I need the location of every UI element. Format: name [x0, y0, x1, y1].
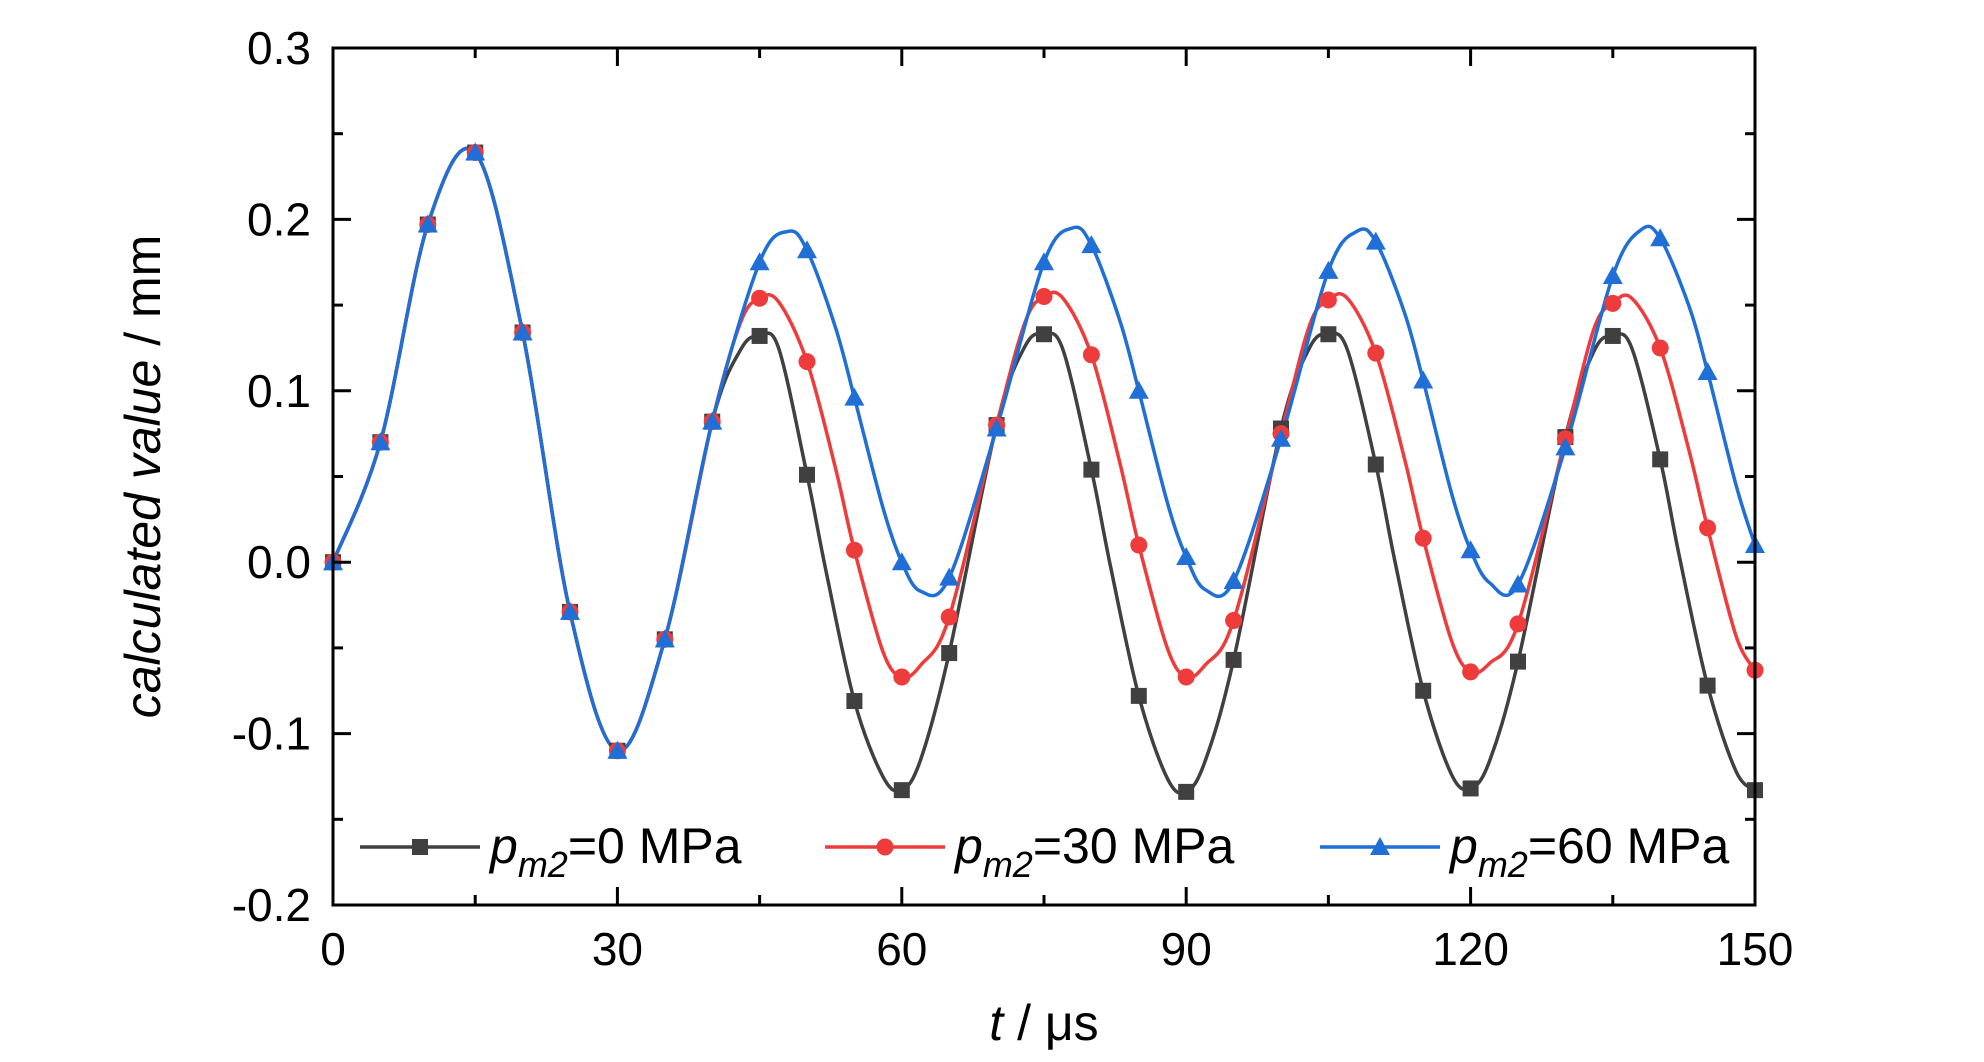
data-point-p-m2-60-mpa: [1223, 571, 1244, 590]
data-point-p-m2-60-mpa: [844, 387, 865, 406]
data-point-p-m2-30-mpa: [1414, 529, 1432, 547]
data-point-p-m2-60-mpa: [512, 322, 533, 341]
data-point-p-m2-0-mpa: [1699, 677, 1716, 694]
data-point-p-m2-60-mpa: [1460, 540, 1481, 559]
data-point-p-m2-60-mpa: [1081, 235, 1102, 254]
data-point-p-m2-60-mpa: [702, 411, 723, 430]
y-tick-label: 0.2: [247, 193, 311, 245]
x-axis-title-unit: / μs: [1003, 995, 1098, 1051]
legend-label-p-m2-60-mpa: pm2=60 MPa: [1448, 818, 1730, 885]
data-point-p-m2-0-mpa: [1225, 651, 1242, 668]
data-point-p-m2-60-mpa: [1128, 380, 1149, 399]
y-tick-label: -0.1: [232, 708, 311, 760]
x-tick-label: 0: [320, 923, 346, 975]
data-point-p-m2-60-mpa: [1413, 370, 1434, 389]
data-point-p-m2-60-mpa: [1176, 547, 1197, 566]
legend-label-p-m2-0-mpa: pm2=0 MPa: [488, 818, 742, 885]
x-tick-label: 150: [1717, 923, 1794, 975]
legend-label-p-m2-30-mpa: pm2=30 MPa: [953, 818, 1235, 885]
data-point-p-m2-60-mpa: [1508, 574, 1528, 593]
y-axis-title-quantity: calculated value: [115, 360, 171, 719]
data-point-p-m2-0-mpa: [1652, 451, 1669, 468]
data-point-p-m2-60-mpa: [1365, 231, 1386, 250]
y-tick-label: -0.2: [232, 879, 311, 931]
data-point-p-m2-30-mpa: [845, 541, 863, 559]
data-point-p-m2-0-mpa: [1462, 780, 1479, 797]
data-point-p-m2-60-mpa: [607, 740, 628, 759]
data-point-p-m2-0-mpa: [941, 645, 958, 662]
x-axis-title-symbol: t: [989, 995, 1005, 1051]
series-line-p-m2-60-mpa: [331, 146, 1757, 753]
legend-marker-p-m2-60-mpa: [1370, 837, 1390, 855]
data-point-p-m2-60-mpa: [654, 629, 675, 648]
data-point-p-m2-0-mpa: [1510, 653, 1526, 670]
legend-marker-p-m2-0-mpa: [412, 839, 428, 855]
data-point-p-m2-0-mpa: [1367, 456, 1384, 473]
legend: pm2=0 MPa pm2=30 MPa pm2=60 MPa: [360, 818, 1730, 885]
data-point-p-m2-30-mpa: [751, 289, 769, 307]
data-point-p-m2-30-mpa: [1082, 346, 1100, 364]
data-point-p-m2-30-mpa: [1604, 294, 1622, 312]
data-point-p-m2-0-mpa: [1130, 687, 1147, 704]
data-point-p-m2-0-mpa: [799, 466, 815, 483]
x-tick-label: 120: [1432, 923, 1509, 975]
x-axis-title: t / μs: [989, 995, 1098, 1051]
data-point-p-m2-60-mpa: [797, 240, 817, 259]
data-point-p-m2-30-mpa: [1319, 291, 1337, 309]
data-point-p-m2-30-mpa: [1035, 288, 1053, 306]
y-axis-title-unit: / mm: [115, 235, 171, 360]
y-tick-label: 0.0: [247, 536, 311, 588]
data-point-p-m2-30-mpa: [798, 353, 816, 371]
data-point-p-m2-30-mpa: [1651, 339, 1669, 357]
legend-marker-p-m2-30-mpa: [876, 838, 894, 856]
series-line-p-m2-30-mpa: [331, 146, 1757, 753]
data-point-p-m2-0-mpa: [1178, 783, 1195, 800]
x-tick-label: 90: [1161, 923, 1212, 975]
axis-layer: 0 30 60 90 120 150 -0.2 -0.1 0.0 0.1 0.2 0.3: [232, 22, 1794, 975]
data-point-p-m2-30-mpa: [1225, 611, 1243, 629]
data-point-p-m2-0-mpa: [1415, 682, 1432, 699]
data-point-p-m2-0-mpa: [893, 782, 910, 799]
data-point-p-m2-30-mpa: [1509, 615, 1527, 633]
y-tick-label: 0.1: [247, 365, 311, 417]
data-point-p-m2-60-mpa: [370, 432, 391, 451]
data-point-p-m2-0-mpa: [1320, 326, 1337, 343]
data-point-p-m2-60-mpa: [560, 601, 580, 620]
data-point-p-m2-60-mpa: [939, 567, 960, 586]
x-tick-label: 30: [592, 923, 643, 975]
data-point-p-m2-60-mpa: [891, 552, 912, 571]
data-point-p-m2-0-mpa: [1604, 327, 1621, 344]
data-point-p-m2-60-mpa: [1697, 361, 1718, 380]
data-point-p-m2-60-mpa: [1271, 428, 1291, 447]
data-point-p-m2-30-mpa: [1177, 668, 1195, 686]
data-point-p-m2-60-mpa: [1318, 260, 1339, 279]
data-point-p-m2-60-mpa: [465, 142, 486, 161]
data-point-p-m2-30-mpa: [1699, 519, 1717, 537]
y-axis-title: calculated value / mm: [115, 235, 171, 719]
data-point-p-m2-60-mpa: [1034, 252, 1054, 271]
y-tick-label: 0.3: [247, 22, 311, 74]
data-point-p-m2-60-mpa: [1602, 265, 1623, 284]
data-point-p-m2-30-mpa: [893, 668, 911, 686]
data-point-p-m2-30-mpa: [1462, 663, 1480, 681]
data-point-p-m2-30-mpa: [1367, 344, 1385, 362]
data-point-p-m2-60-mpa: [417, 214, 438, 233]
data-point-p-m2-60-mpa: [1555, 437, 1576, 456]
data-point-p-m2-30-mpa: [1130, 536, 1148, 554]
data-point-p-m2-0-mpa: [751, 327, 768, 344]
data-point-p-m2-0-mpa: [1083, 461, 1100, 478]
data-point-p-m2-60-mpa: [1650, 228, 1671, 247]
marker-layer: [323, 142, 1765, 800]
x-tick-label: 60: [876, 923, 927, 975]
series-layer: [331, 146, 1757, 795]
data-point-p-m2-0-mpa: [846, 693, 863, 710]
data-point-p-m2-0-mpa: [1036, 326, 1052, 343]
data-point-p-m2-30-mpa: [940, 608, 958, 626]
data-point-p-m2-60-mpa: [749, 252, 770, 271]
data-point-p-m2-60-mpa: [986, 418, 1007, 437]
